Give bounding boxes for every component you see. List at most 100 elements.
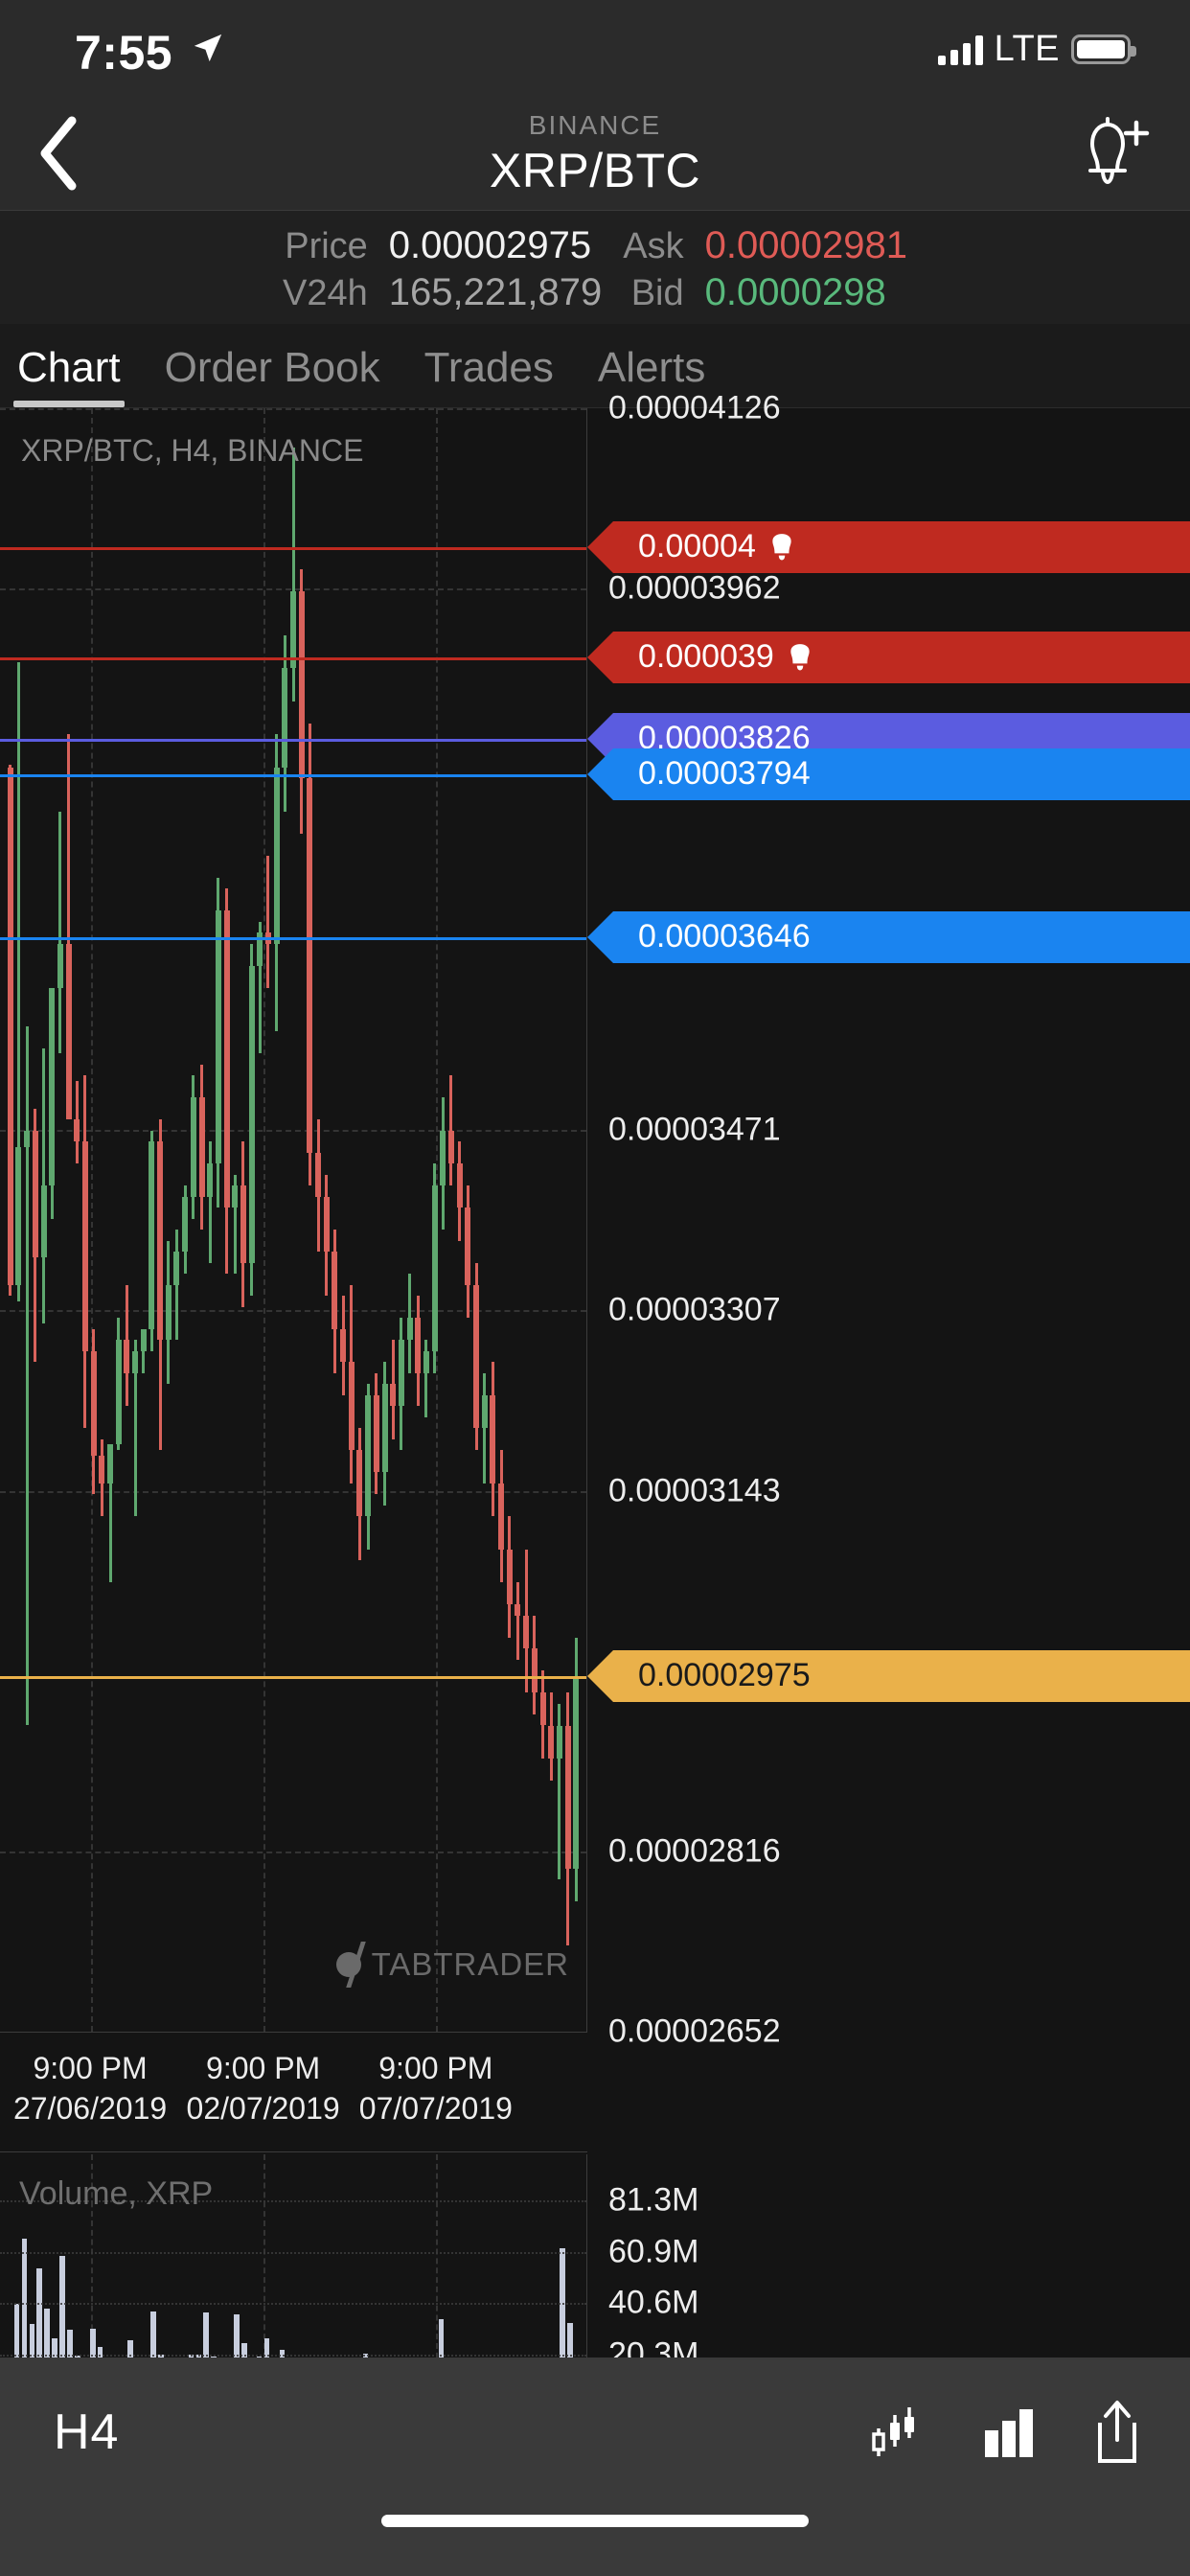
grid-line-horizontal xyxy=(0,1129,586,1132)
price-line-level[interactable] xyxy=(0,936,586,940)
volume-bar xyxy=(21,2238,28,2415)
price-line-alert[interactable] xyxy=(0,546,586,550)
time-axis-date: 27/06/2019 xyxy=(13,2091,168,2127)
add-alert-button[interactable] xyxy=(1073,115,1156,194)
candle-body xyxy=(99,1455,105,1484)
price-badge-level[interactable]: 0.00003646 xyxy=(587,910,1190,963)
candle-body xyxy=(406,1318,413,1341)
price-line-alert[interactable] xyxy=(0,656,586,660)
candle-body xyxy=(232,1185,239,1208)
candle-body xyxy=(447,1130,454,1164)
price-line-last[interactable] xyxy=(0,1675,586,1679)
candle-body xyxy=(498,1483,505,1550)
volume-grid-line xyxy=(0,2251,586,2254)
candle-body xyxy=(481,1394,488,1429)
price-badge-label: 0.000039 xyxy=(638,638,774,676)
candlestick-chart-icon[interactable] xyxy=(866,2402,927,2463)
candle-wick xyxy=(233,1174,237,1275)
share-icon[interactable] xyxy=(1090,2398,1144,2467)
price-badge-level[interactable]: 0.00003794 xyxy=(587,748,1190,800)
price-badge-last[interactable]: 0.00002975 xyxy=(587,1649,1190,1702)
price-axis-tick: 0.00002816 xyxy=(608,1832,781,1870)
candle-body xyxy=(506,1549,513,1605)
candle-body xyxy=(440,1130,446,1186)
price-badge-alert[interactable]: 0.000039 xyxy=(587,631,1190,683)
candle-body xyxy=(398,1340,404,1407)
candle-body xyxy=(556,1725,562,1759)
page-title: XRP/BTC xyxy=(489,144,701,197)
ask-value: 0.00002981 xyxy=(704,224,907,266)
price-axis-tick: 0.00003471 xyxy=(608,1111,781,1148)
candle-wick xyxy=(558,1703,561,1880)
tab-alerts[interactable]: Alerts xyxy=(597,344,706,391)
network-type: LTE xyxy=(994,29,1060,69)
candle-body xyxy=(348,1362,355,1451)
ask-label: Ask xyxy=(623,226,684,266)
price-pane[interactable]: XRP/BTC, H4, BINANCE TABTRADER xyxy=(0,408,587,2032)
home-indicator-area xyxy=(0,2507,1190,2576)
candle-body xyxy=(390,1384,397,1407)
candle-body xyxy=(198,1097,205,1197)
candle-body xyxy=(381,1384,388,1473)
time-axis-time: 9:00 PM xyxy=(33,2051,148,2085)
grid-line-horizontal xyxy=(0,408,586,410)
price-badge-alert[interactable]: 0.00004 xyxy=(587,520,1190,573)
candle-wick xyxy=(108,1460,112,1583)
candle-body xyxy=(49,987,56,1186)
candle-body xyxy=(307,778,313,1153)
tab-chart[interactable]: Chart xyxy=(13,344,125,407)
tab-trades[interactable]: Trades xyxy=(423,344,554,391)
candle-wick xyxy=(58,811,62,1054)
grid-line-vertical xyxy=(91,408,93,2032)
volume-grid-line xyxy=(0,2303,586,2306)
time-axis-tick: 9:00 PM 02/07/2019 xyxy=(187,2048,340,2128)
signal-bars-icon xyxy=(937,34,983,65)
candle-body xyxy=(340,1328,347,1363)
volume-bar xyxy=(59,2256,65,2415)
candle-wick xyxy=(424,1340,428,1417)
candle-body xyxy=(74,1119,80,1142)
candle-body xyxy=(548,1725,555,1759)
candle-body xyxy=(32,1130,38,1258)
candle-body xyxy=(207,1163,214,1197)
tab-order-book[interactable]: Order Book xyxy=(164,344,380,391)
price-line-level[interactable] xyxy=(0,738,586,742)
candle-body xyxy=(165,1284,172,1341)
volume-label: V24h xyxy=(283,273,368,313)
candle-wick xyxy=(67,734,71,1109)
location-arrow-icon xyxy=(194,34,222,62)
price-line-level[interactable] xyxy=(0,773,586,777)
candle-body xyxy=(124,1340,130,1373)
home-indicator[interactable] xyxy=(381,2515,809,2527)
volume-grid-line xyxy=(0,2354,586,2357)
bar-chart-icon[interactable] xyxy=(979,2402,1039,2463)
timeframe-button[interactable]: H4 xyxy=(54,2404,120,2460)
volume-bar xyxy=(560,2248,565,2415)
price-axis: 0.00004 0.000039 0.00003826 0.00003794 0.000… xyxy=(587,390,1190,2050)
candle-body xyxy=(140,1328,147,1351)
candle-body xyxy=(7,767,13,1285)
chart-area[interactable]: XRP/BTC, H4, BINANCE TABTRADER 0.00004 0.… xyxy=(0,390,1190,2424)
back-button[interactable] xyxy=(19,115,96,192)
bell-plus-icon xyxy=(1088,117,1150,185)
candle-body xyxy=(57,943,63,988)
volume-legend: Volume, XRP xyxy=(19,2175,214,2212)
time-axis-date: 07/07/2019 xyxy=(358,2091,513,2127)
grid-line-vertical xyxy=(263,408,265,2032)
chart-legend: XRP/BTC, H4, BINANCE xyxy=(21,433,364,468)
candle-body xyxy=(223,910,230,1208)
candle-body xyxy=(456,1163,463,1208)
bid-label: Bid xyxy=(630,273,684,313)
candle-body xyxy=(81,1141,88,1351)
candle-body xyxy=(40,1185,47,1258)
volume-axis-tick: 40.6M xyxy=(608,2284,699,2321)
candle-body xyxy=(290,590,297,669)
price-axis-tick: 0.00003143 xyxy=(608,1472,781,1509)
candle-body xyxy=(423,1350,429,1373)
candle-wick xyxy=(291,448,295,702)
volume-axis-tick: 81.3M xyxy=(608,2181,699,2219)
candle-body xyxy=(15,1147,22,1285)
grid-line-horizontal xyxy=(0,1490,586,1493)
candle-wick xyxy=(449,1075,453,1186)
price-badge-label: 0.00003646 xyxy=(638,918,811,955)
